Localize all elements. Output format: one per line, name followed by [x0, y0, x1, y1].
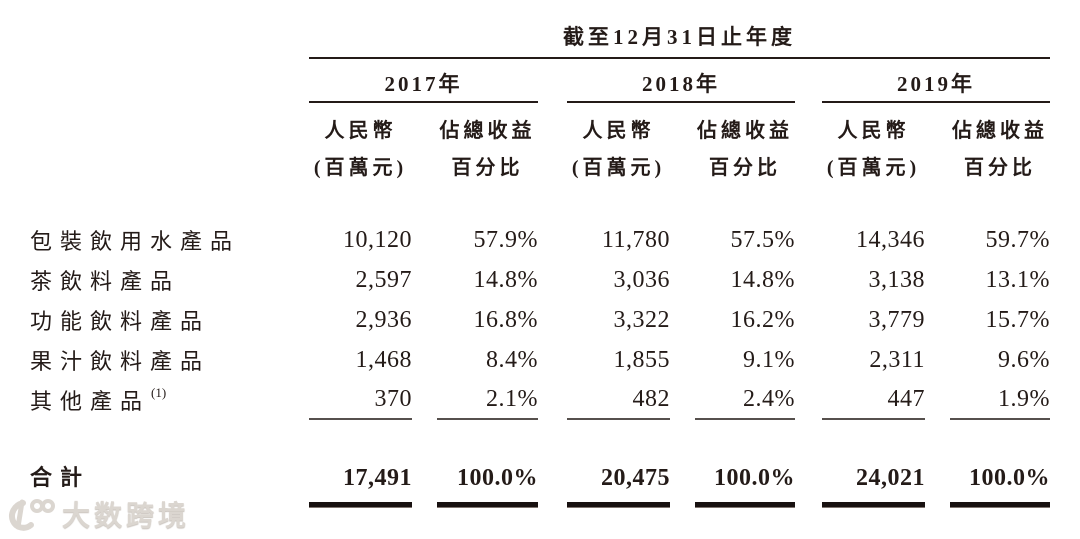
table-cell: 16.8%	[473, 306, 538, 333]
column-header-pct-2018: 佔總收益 百分比	[695, 113, 795, 187]
header-body-spacer	[30, 187, 1050, 220]
watermark: 大数跨境	[8, 494, 190, 534]
table-cell: 10,120	[343, 226, 412, 253]
row-label: 果汁飲料產品	[30, 340, 309, 380]
table-cell: 2.4%	[695, 380, 795, 420]
row-label-text: 其他產品	[30, 389, 151, 414]
table-cell: 59.7%	[985, 226, 1050, 253]
total-row-label: 合計	[30, 420, 309, 496]
column-header-line: (百萬元)	[313, 157, 408, 179]
row-label: 功能飲料產品	[30, 300, 309, 340]
table-cell: 447	[822, 380, 925, 420]
table-row-juice: 果汁飲料產品 1,468 8.4% 1,855 9.1% 2,311 9.6%	[30, 340, 1050, 380]
table-cell: 11,780	[601, 226, 670, 253]
total-double-underline-row	[30, 502, 1050, 508]
table-cell: 3,036	[613, 266, 670, 293]
table-cell: 2,597	[355, 266, 412, 293]
total-cell: 20,475	[601, 465, 670, 491]
table-cell: 14.8%	[730, 266, 795, 293]
total-row: 合計 17,491 100.0% 20,475 100.0% 24,021 10…	[30, 420, 1050, 496]
total-cell: 17,491	[343, 465, 412, 491]
table-cell: 57.9%	[473, 226, 538, 253]
column-header-rmb-2018: 人民幣 (百萬元)	[567, 113, 670, 187]
table-cell: 3,138	[868, 266, 925, 293]
row-label: 茶飲料產品	[30, 260, 309, 300]
table-cell: 9.1%	[743, 346, 795, 373]
watermark-text: 大数跨境	[62, 500, 191, 531]
total-cell: 100.0%	[457, 465, 538, 491]
total-cell: 100.0%	[714, 465, 795, 491]
column-header-rmb-2019: 人民幣 (百萬元)	[822, 113, 925, 187]
year-header-2017: 2017年	[309, 59, 538, 103]
revenue-table: 截至12月31日止年度 2017年 2018年 2019年 人民幣 (百萬元) …	[30, 14, 1050, 508]
table-cell: 14.8%	[473, 266, 538, 293]
year-header-2019: 2019年	[822, 59, 1050, 103]
column-header-pct-2017: 佔總收益 百分比	[437, 113, 538, 187]
column-header-line: 百分比	[451, 157, 524, 179]
table-cell: 16.2%	[730, 306, 795, 333]
table-cell: 1.9%	[950, 380, 1050, 420]
table-cell: 13.1%	[985, 266, 1050, 293]
column-header-rmb-2017: 人民幣 (百萬元)	[309, 113, 412, 187]
total-double-underline	[309, 502, 412, 508]
table-cell: 2,936	[355, 306, 412, 333]
table-cell: 15.7%	[985, 306, 1050, 333]
table-cell: 9.6%	[998, 346, 1050, 373]
table-cell: 57.5%	[730, 226, 795, 253]
column-header-line: 佔總收益	[697, 120, 793, 142]
column-header-line: 人民幣	[324, 120, 397, 142]
column-header-line: 人民幣	[582, 120, 655, 142]
period-header-row: 截至12月31日止年度	[30, 14, 1050, 59]
total-double-underline	[950, 502, 1050, 508]
column-header-line: 佔總收益	[952, 120, 1048, 142]
column-header-line: 人民幣	[837, 120, 910, 142]
total-double-underline	[567, 502, 670, 508]
table-cell: 3,779	[868, 306, 925, 333]
total-double-underline	[437, 502, 538, 508]
column-header-line: (百萬元)	[571, 157, 666, 179]
total-cell: 24,021	[856, 465, 925, 491]
column-header-line: (百萬元)	[826, 157, 921, 179]
row-label-text: 包裝飲用水產品	[30, 229, 241, 254]
table-cell: 14,346	[856, 226, 925, 253]
table-cell: 2,311	[869, 346, 925, 373]
table-row-tea: 茶飲料產品 2,597 14.8% 3,036 14.8% 3,138 13.1…	[30, 260, 1050, 300]
table-row-packaged-water: 包裝飲用水產品 10,120 57.9% 11,780 57.5% 14,346…	[30, 220, 1050, 260]
row-label: 其他產品 (1)	[30, 380, 309, 420]
total-double-underline	[695, 502, 795, 508]
table-cell: 8.4%	[486, 346, 538, 373]
row-label: 包裝飲用水產品	[30, 220, 309, 260]
year-header-row: 2017年 2018年 2019年	[30, 59, 1050, 103]
table-cell: 370	[309, 380, 412, 420]
note-reference: (1)	[151, 385, 167, 400]
period-header: 截至12月31日止年度	[309, 14, 1050, 59]
table-cell: 1,468	[355, 346, 412, 373]
column-header-line: 佔總收益	[439, 120, 536, 142]
total-cell: 100.0%	[969, 465, 1050, 491]
row-label-text: 果汁飲料產品	[30, 349, 211, 374]
year-header-2018: 2018年	[567, 59, 795, 103]
watermark-logo-icon	[9, 499, 55, 531]
table-row-other: 其他產品 (1) 370 2.1% 482 2.4% 447 1.9%	[30, 380, 1050, 420]
column-header-line: 百分比	[964, 157, 1036, 179]
table-cell: 2.1%	[437, 380, 538, 420]
column-header-row: 人民幣 (百萬元) 佔總收益 百分比 人民幣 (百萬元) 佔總收益 百分比 人民…	[30, 113, 1050, 187]
table-cell: 482	[567, 380, 670, 420]
row-label-text: 茶飲料產品	[30, 269, 181, 294]
total-double-underline	[822, 502, 925, 508]
total-label-text: 合計	[30, 465, 91, 490]
table-cell: 3,322	[613, 306, 670, 333]
table-cell: 1,855	[613, 346, 670, 373]
row-label-text: 功能飲料產品	[30, 309, 211, 334]
column-header-pct-2019: 佔總收益 百分比	[950, 113, 1050, 187]
column-header-line: 百分比	[709, 157, 781, 179]
table-row-functional: 功能飲料產品 2,936 16.8% 3,322 16.2% 3,779 15.…	[30, 300, 1050, 340]
